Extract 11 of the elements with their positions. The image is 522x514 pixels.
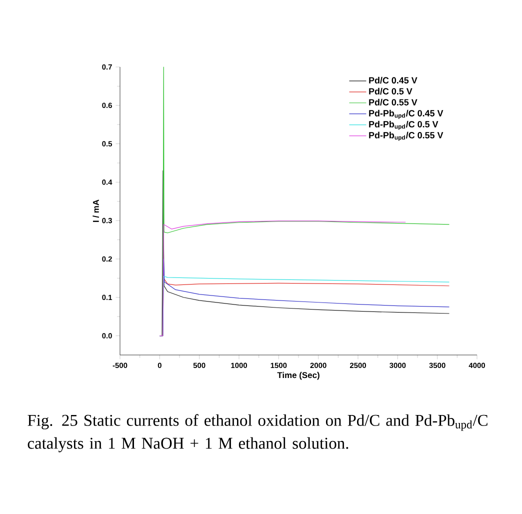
legend-label: Pd-Pb$_{upd}$/C 0.5 V — [369, 120, 438, 130]
legend-label: Pd-Pb$_{upd}$/C 0.55 V — [369, 132, 444, 141]
legend-label: Pd-Pb$_{upd}$/C 0.45 V — [369, 110, 444, 119]
legend-label: Pd/C 0.55 V — [369, 98, 418, 106]
x-axis-title: Time (Sec) — [277, 372, 320, 380]
line-series — [159, 170, 450, 336]
line-series — [159, 220, 406, 336]
legend-label: Pd/C 0.5 V — [369, 88, 412, 95]
legend-label: Pd/C 0.45 V — [369, 76, 418, 84]
text: Fig. 25 Static currents of ethanol oxidation on Pd/C and Pd-Pb$_{upd}$/C catalysts in 1 M NaOH + 1 M ethanol solution. — [28, 414, 488, 452]
y-axis-title: I / mA — [92, 200, 100, 222]
